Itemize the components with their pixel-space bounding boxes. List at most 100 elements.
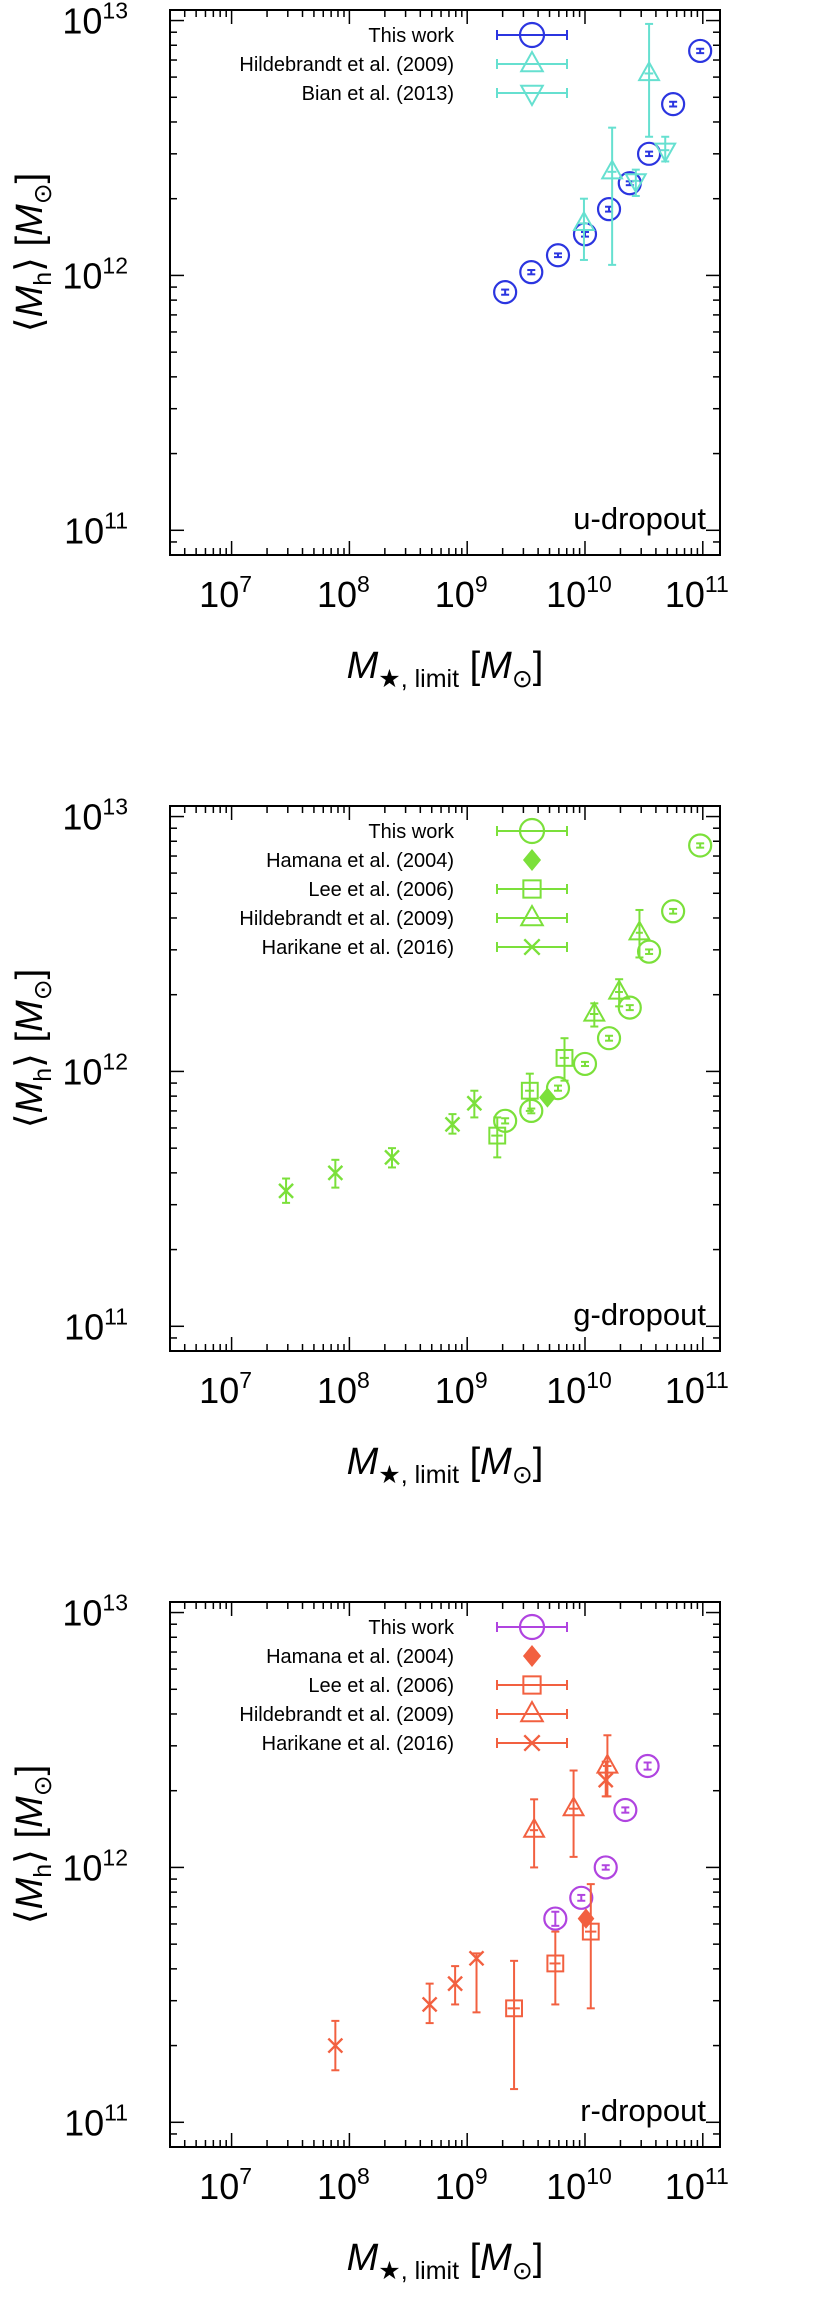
x-tick-exponent: 8 <box>357 1367 370 1393</box>
data-point <box>581 1922 600 1941</box>
x-axis-bracket: [ <box>459 1441 481 1483</box>
data-point <box>519 903 545 927</box>
x-axis-title: M★, limit [M⊙] <box>347 2237 544 2285</box>
x-axis-bracket: ] <box>533 645 544 687</box>
data-point <box>519 1098 544 1124</box>
cross-stroke <box>278 1182 294 1199</box>
data-point <box>555 1048 574 1067</box>
data-point <box>653 142 677 164</box>
y-axis-unit-subscript: ⊙ <box>29 1775 57 1796</box>
y-tick-exponent: 12 <box>102 1048 128 1074</box>
x-tick-exponent: 9 <box>475 1367 488 1393</box>
panel-label: g-dropout <box>573 1297 706 1332</box>
data-point <box>519 49 545 73</box>
legend-label: This work <box>368 1617 455 1639</box>
x-tick-exponent: 7 <box>239 2163 252 2189</box>
data-point <box>572 210 596 231</box>
legend-entry: Harikane et al. (2016) <box>262 1733 568 1755</box>
data-point <box>627 919 652 941</box>
y-tick-label: 1012 <box>62 1844 128 1888</box>
data-point <box>327 1165 344 1181</box>
data-point <box>569 1885 594 1910</box>
y-tick-base: 10 <box>62 1593 102 1634</box>
legend-entry: Hamana et al. (2004) <box>266 1645 542 1668</box>
series-lee-et-al-2006 <box>488 1037 574 1159</box>
series-hildebrandt-et-al-2009 <box>522 1734 620 1869</box>
y-tick-label: 1012 <box>62 252 128 296</box>
x-tick-base: 10 <box>665 1370 705 1411</box>
series-this-work <box>493 833 713 1133</box>
y-tick-base: 10 <box>62 255 102 296</box>
cross-stroke <box>444 1116 461 1133</box>
data-point <box>518 21 546 49</box>
x-tick-label: 107 <box>199 571 252 615</box>
y-axis-bracket: ⟩ [ <box>9 1827 51 1863</box>
x-tick-exponent: 8 <box>357 2163 370 2189</box>
legend: This work Hamana et al. (2004) Lee et al. … <box>239 817 568 959</box>
data-point <box>519 84 545 108</box>
y-axis-bracket: ⟨ <box>9 317 51 332</box>
x-axis-symbol: M <box>347 645 379 687</box>
x-tick-exponent: 10 <box>586 571 612 597</box>
series-lee-et-al-2006 <box>505 1883 600 2091</box>
y-tick-label: 1013 <box>62 1590 128 1634</box>
x-axis-subscript: ★, limit <box>378 1461 459 1489</box>
legend: This work Hamana et al. (2004) Lee et al. … <box>239 1613 568 1755</box>
y-tick-base: 10 <box>62 1051 102 1092</box>
y-axis-subscript: h <box>29 1864 57 1878</box>
data-point <box>520 1081 539 1100</box>
cross-stroke <box>466 1095 483 1112</box>
y-axis-symbol: M <box>9 1081 51 1113</box>
data-point <box>384 1149 400 1166</box>
cross-stroke <box>523 1734 541 1752</box>
legend-entry: Hamana et al. (2004) <box>266 849 542 872</box>
x-tick-base: 10 <box>199 2166 239 2207</box>
x-axis-unit: M <box>480 645 512 687</box>
legend-label: Hildebrandt et al. (2009) <box>239 908 454 930</box>
data-point <box>518 817 546 845</box>
x-tick-label: 1011 <box>665 2163 729 2207</box>
x-tick-base: 10 <box>665 2166 705 2207</box>
legend-entry: This work <box>368 21 568 49</box>
series-bian-et-al-2013 <box>624 135 677 197</box>
data-point <box>522 849 542 871</box>
data-point <box>421 1996 438 2013</box>
data-point <box>447 1975 463 1992</box>
y-axis-bracket: ⟨ <box>9 1909 51 1924</box>
data-point <box>522 1817 546 1838</box>
data-point <box>523 1734 541 1752</box>
x-tick-label: 1010 <box>546 571 612 615</box>
x-axis-title: M★, limit [M⊙] <box>347 1441 544 1489</box>
x-axis-title: M★, limit [M⊙] <box>347 645 544 693</box>
x-tick-label: 109 <box>435 1367 488 1411</box>
x-tick-exponent: 8 <box>357 571 370 597</box>
x-axis-unit: M <box>480 1441 512 1483</box>
x-axis-bracket: ] <box>533 2237 544 2279</box>
x-axis-symbol: M <box>347 1441 379 1483</box>
data-point <box>488 1126 507 1145</box>
y-tick-exponent: 12 <box>102 252 128 278</box>
y-tick-label: 1011 <box>64 507 128 551</box>
data-point <box>637 60 661 82</box>
legend-entry: Hildebrandt et al. (2009) <box>239 1699 568 1726</box>
x-tick-label: 1011 <box>665 1367 729 1411</box>
y-tick-exponent: 12 <box>102 1844 128 1870</box>
series-hamana-et-al-2004 <box>539 1087 556 1108</box>
x-tick-base: 10 <box>546 574 586 615</box>
plot-frame <box>169 1601 721 2148</box>
x-axis-subscript: ★, limit <box>378 665 459 693</box>
y-axis-title: ⟨Mh⟩ [M⊙] <box>9 969 57 1129</box>
data-point <box>661 92 686 117</box>
data-point <box>613 1797 638 1823</box>
y-tick-exponent: 13 <box>102 1590 128 1616</box>
x-tick-exponent: 11 <box>705 2163 729 2189</box>
x-tick-base: 10 <box>546 2166 586 2207</box>
x-tick-base: 10 <box>665 574 705 615</box>
data-point <box>545 243 571 268</box>
x-tick-label: 107 <box>199 2163 252 2207</box>
series-harikane-et-al-2016 <box>327 1760 614 2072</box>
x-tick-base: 10 <box>435 574 475 615</box>
